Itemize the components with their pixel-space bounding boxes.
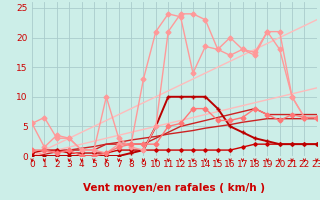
X-axis label: Vent moyen/en rafales ( km/h ): Vent moyen/en rafales ( km/h ) xyxy=(84,183,265,193)
